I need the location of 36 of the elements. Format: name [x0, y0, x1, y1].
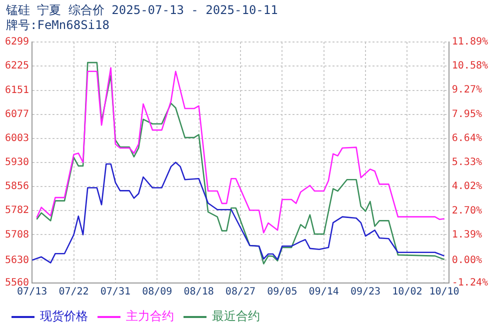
legend-label: 主力合约	[126, 309, 174, 324]
y-tick-label: 5782	[4, 205, 30, 216]
x-tick-label: 08/18	[184, 286, 214, 298]
x-tick-label: 07/13	[17, 286, 48, 298]
y2-tick-label: 6.64%	[452, 132, 482, 144]
y2-tick-label: 10.58%	[452, 60, 488, 72]
y2-tick-label: 9.27%	[452, 84, 482, 96]
x-tick-label: 10/10	[429, 286, 460, 298]
x-tick-label: 09/14	[308, 286, 339, 298]
y2-tick-label: 11.89%	[452, 36, 488, 48]
y-tick-label: 5708	[4, 229, 30, 240]
y2-tick-label: 5.33%	[452, 157, 482, 168]
y2-tick-label: 7.95%	[452, 108, 482, 120]
y2-tick-label: 2.70%	[452, 205, 482, 216]
y2-tick-label: 4.02%	[452, 181, 482, 192]
x-tick-label: 08/09	[142, 286, 172, 298]
y-tick-label: 5856	[4, 181, 30, 192]
y-tick-label: 5930	[4, 156, 30, 168]
chart-title: 锰硅 宁夏 综合价 2025-07-13 - 2025-10-11	[6, 3, 279, 18]
y-tick-label: 6003	[4, 133, 30, 144]
y-tick-label: 5630	[4, 254, 30, 266]
y2-tick-label: 1.39%	[452, 229, 482, 240]
x-tick-label: 08/27	[225, 286, 256, 298]
y-tick-label: 6225	[4, 60, 30, 72]
x-tick-label: 07/22	[58, 286, 89, 298]
chart-subtitle: 牌号:FeMn68Si18	[6, 18, 110, 33]
legend-label: 现货价格	[40, 309, 88, 324]
x-tick-label: 09/05	[267, 286, 298, 298]
x-tick-label: 09/23	[350, 286, 381, 298]
x-tick-label: 10/02	[392, 286, 422, 298]
x-tick-label: 07/31	[100, 286, 130, 298]
legend-label: 最近合约	[212, 309, 260, 324]
y2-tick-label: 0.00%	[452, 254, 482, 266]
y-tick-label: 6299	[4, 36, 30, 48]
y-tick-label: 6151	[4, 84, 30, 96]
y-tick-label: 6077	[4, 108, 30, 120]
